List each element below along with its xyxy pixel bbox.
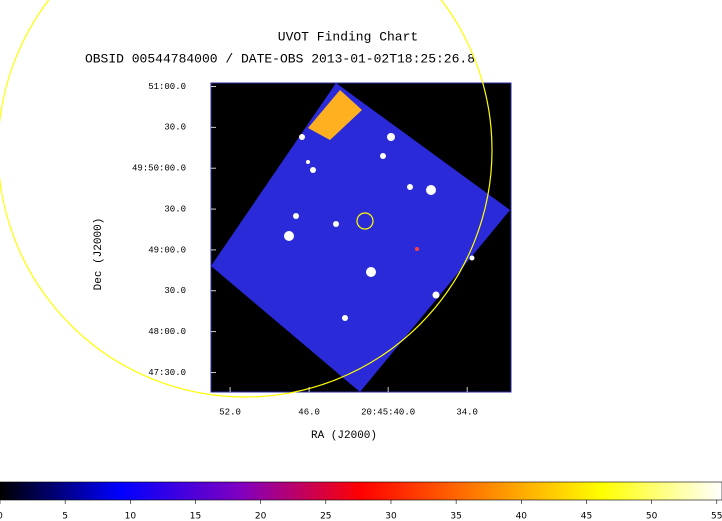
y-axis-label: Dec (J2000) xyxy=(93,218,105,291)
x-tick-label: 46.0 xyxy=(298,407,320,417)
colorbar-tick-label: 40 xyxy=(516,512,528,521)
y-tick-label: 30.0 xyxy=(164,204,186,214)
chart-subtitle: OBSID 00544784000 / DATE-OBS 2013-01-02T… xyxy=(85,51,475,66)
y-tick-label: 51:00.0 xyxy=(148,82,186,92)
target-circle xyxy=(356,212,374,230)
colorbar-tick-label: 20 xyxy=(255,512,267,521)
region-circle xyxy=(0,0,493,398)
colorbar-tick-label: 25 xyxy=(320,512,331,521)
colorbar-tick-label: 35 xyxy=(450,512,461,521)
exposure-area xyxy=(211,83,510,392)
colorbar-tick-label: 30 xyxy=(385,512,397,521)
colorbar-tick-label: 5 xyxy=(62,512,68,521)
colorbar xyxy=(0,481,722,501)
colorbar-tick-label: 10 xyxy=(125,512,137,521)
y-tick-label: 30.0 xyxy=(164,123,186,133)
x-axis-label: RA (J2000) xyxy=(311,430,377,442)
x-tick-label: 34.0 xyxy=(456,407,478,417)
y-tick-label: 48:00.0 xyxy=(148,327,186,337)
y-tick-label: 47:30.0 xyxy=(148,368,186,378)
x-tick-label: 52.0 xyxy=(219,407,241,417)
y-tick-label: 30.0 xyxy=(164,286,186,296)
colorbar-tick-label: 15 xyxy=(190,512,201,521)
sources xyxy=(284,90,475,321)
colorbar-tick-label: 50 xyxy=(646,512,658,521)
chart-title: UVOT Finding Chart xyxy=(278,29,418,44)
colorbar-tick-label: 55 xyxy=(711,512,722,521)
y-tick-label: 49:50:00.0 xyxy=(132,164,186,174)
colorbar-tick-label: 0 xyxy=(0,512,3,521)
colorbar-tick-label: 45 xyxy=(581,512,592,521)
y-tick-label: 49:00.0 xyxy=(148,245,186,255)
x-tick-label: 20:45:40.0 xyxy=(361,407,415,417)
